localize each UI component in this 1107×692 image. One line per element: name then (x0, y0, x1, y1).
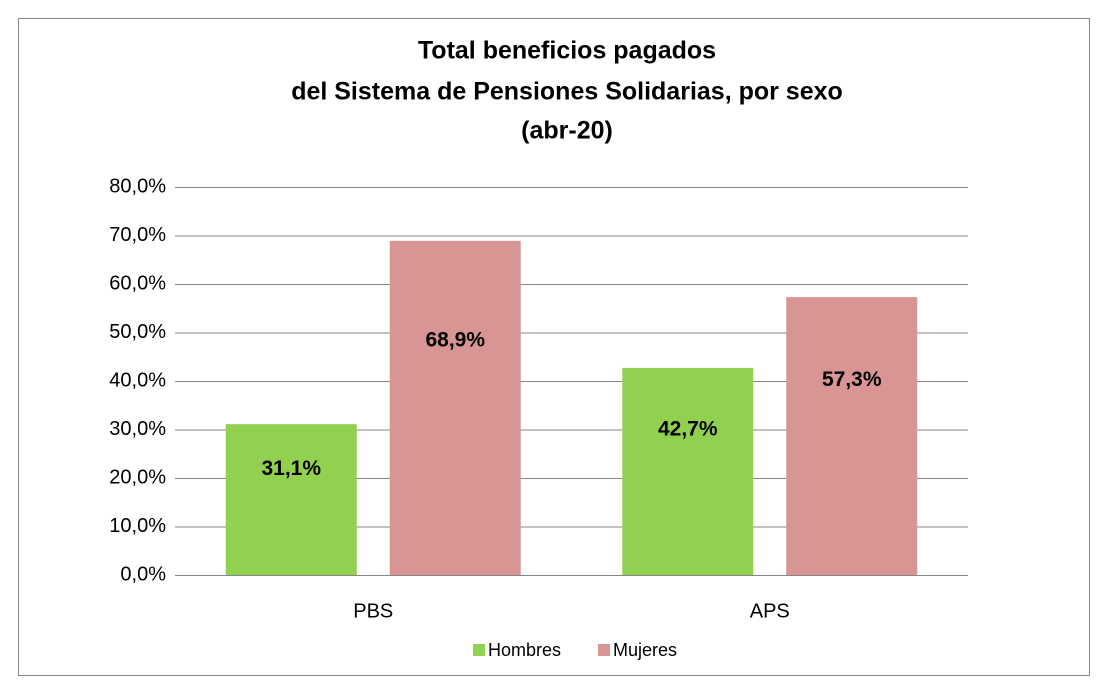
data-label: 31,1% (261, 457, 321, 480)
y-tick-label: 40,0% (109, 369, 166, 391)
bar (622, 367, 754, 575)
legend-swatch (473, 644, 485, 656)
y-tick-label: 60,0% (109, 272, 166, 294)
y-tick-label: 70,0% (109, 224, 166, 246)
bar (786, 297, 918, 575)
data-label: 57,3% (822, 368, 882, 391)
x-tick-label: PBS (353, 600, 393, 622)
legend-swatch (598, 644, 610, 656)
legend-label: Mujeres (613, 640, 677, 660)
x-tick-label: APS (750, 600, 790, 622)
chart-title: del Sistema de Pensiones Solidarias, por… (291, 78, 843, 106)
y-tick-label: 80,0% (109, 175, 166, 197)
y-tick-label: 10,0% (109, 515, 166, 537)
data-label: 68,9% (425, 329, 485, 352)
data-label: 42,7% (658, 418, 718, 441)
bar (225, 424, 357, 575)
y-tick-label: 30,0% (109, 418, 166, 440)
chart-title: (abr-20) (521, 117, 613, 145)
y-tick-label: 50,0% (109, 321, 166, 343)
y-tick-label: 20,0% (109, 466, 166, 488)
legend-label: Hombres (488, 640, 561, 660)
y-tick-label: 0,0% (120, 563, 166, 585)
bar (389, 240, 521, 575)
chart-title: Total beneficios pagados (418, 37, 716, 65)
